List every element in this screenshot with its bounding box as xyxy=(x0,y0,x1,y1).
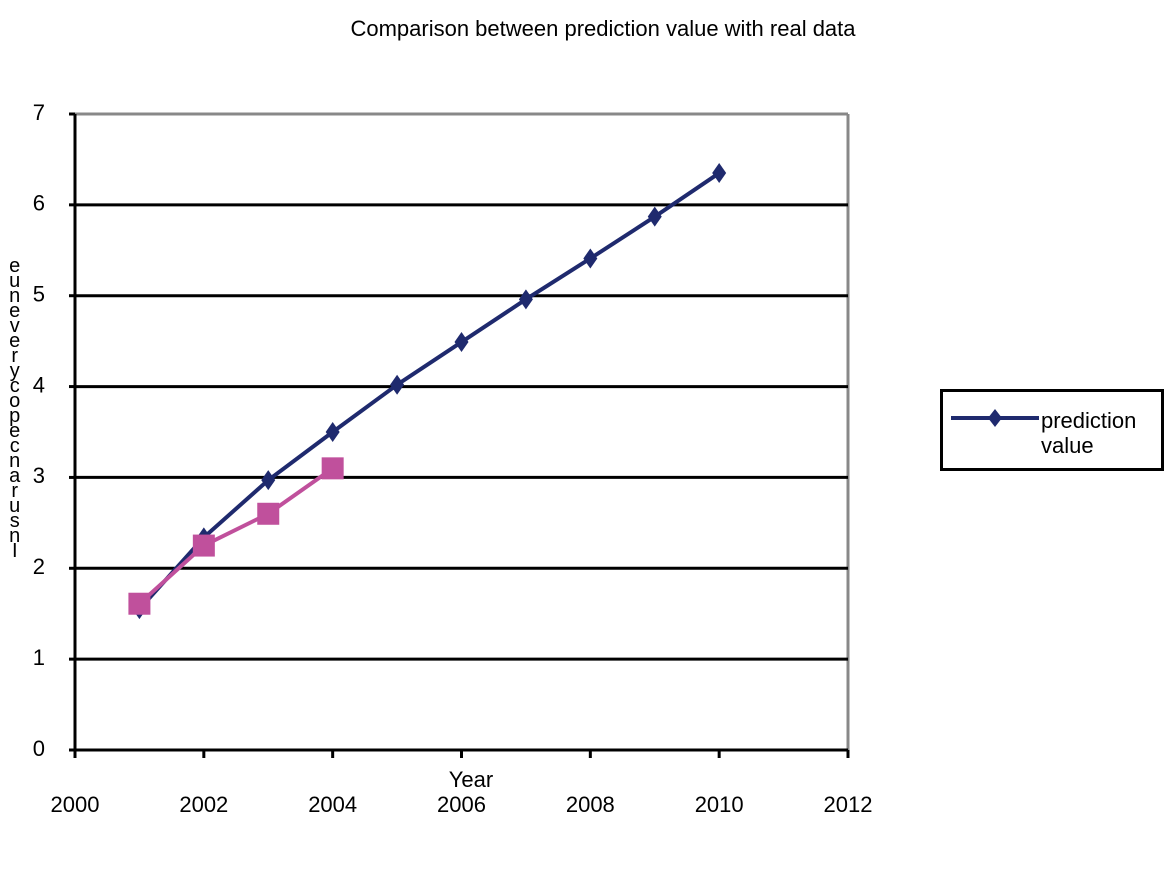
marker xyxy=(518,289,533,310)
marker xyxy=(192,534,215,557)
x-tick-label: 2012 xyxy=(824,792,873,817)
marker xyxy=(321,457,344,480)
y-tick-label: 5 xyxy=(33,282,45,307)
series-line xyxy=(137,171,721,611)
y-tick-label: 3 xyxy=(33,463,45,488)
marker xyxy=(583,248,598,269)
x-tick-label: 2010 xyxy=(695,792,744,817)
marker xyxy=(128,592,151,615)
y-tick-label: 0 xyxy=(33,736,45,761)
marker xyxy=(261,470,276,491)
y-tick-label: 7 xyxy=(33,100,45,125)
x-tick-label: 2008 xyxy=(566,792,615,817)
x-tick-label: 2000 xyxy=(51,792,100,817)
marker xyxy=(454,332,469,353)
marker xyxy=(325,422,340,442)
y-tick-label: 4 xyxy=(33,372,45,397)
x-axis-label: Year xyxy=(449,767,493,792)
legend-marker xyxy=(988,409,1002,427)
x-tick-label: 2006 xyxy=(437,792,486,817)
chart-title: Comparison between prediction value with… xyxy=(350,16,856,41)
y-tick-label: 1 xyxy=(33,645,45,670)
marker xyxy=(647,206,662,227)
y-axis-label: euneverycopecnarusnI xyxy=(4,255,26,557)
legend: prediction value xyxy=(940,389,1164,471)
x-tick-label: 2002 xyxy=(179,792,228,817)
marker xyxy=(390,374,405,395)
marker xyxy=(257,502,280,525)
legend-swatch xyxy=(951,409,1039,427)
y-tick-label: 6 xyxy=(33,191,45,216)
legend-label: prediction value xyxy=(1041,408,1137,458)
x-tick-label: 2004 xyxy=(308,792,357,817)
marker xyxy=(712,163,727,184)
series-line xyxy=(138,466,334,606)
y-tick-label: 2 xyxy=(33,554,45,579)
